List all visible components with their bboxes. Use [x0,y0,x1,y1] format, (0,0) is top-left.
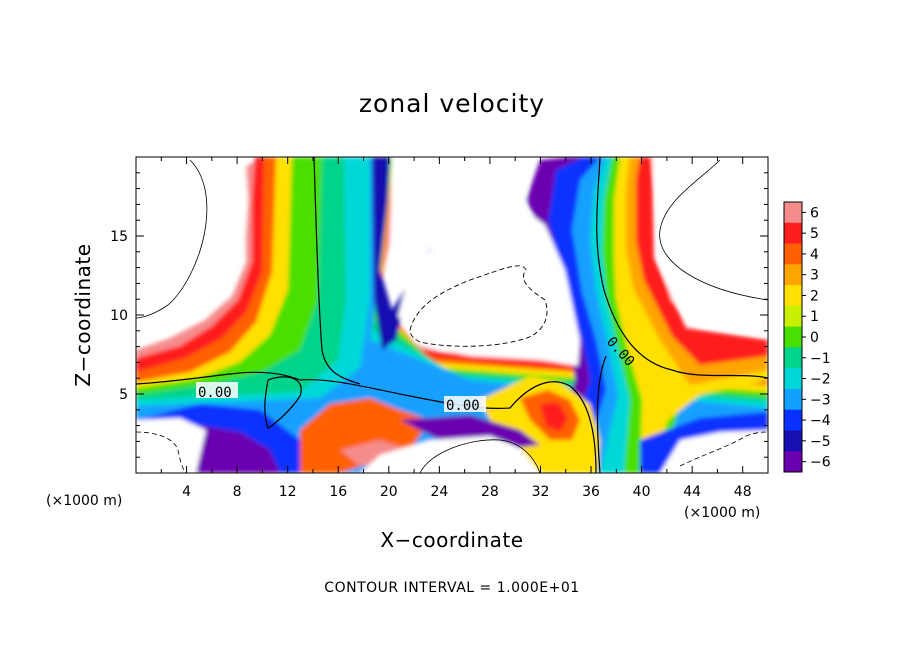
contour-dashed-bottom-right [679,431,768,467]
contour-zero-right [596,157,768,379]
x-tick-label: 8 [233,484,242,500]
colorbar-swatch [784,388,802,411]
x-tick-label: 36 [582,484,600,500]
colorbar-tick-label: 1 [810,309,819,325]
colorbar-tick-label: −2 [810,372,831,388]
x-tick-label: 12 [279,484,297,500]
colorbar-tick-label: −5 [810,434,831,450]
x-unit-label-left: (×1000 m) [46,493,122,509]
colorbar-swatch [784,326,802,348]
colorbar-swatch [784,451,802,473]
colorbar-tick-label: 6 [810,205,819,221]
colorbar-tick-label: 2 [810,288,819,304]
field-right-plume-red [636,157,768,365]
colorbar-swatch [784,430,802,452]
field-bottom-mid-void [360,436,540,473]
colorbar-tick-label: 5 [810,226,819,242]
contour-zero-vertical [313,157,361,385]
colorbar-tick-label: −3 [810,392,831,408]
contour-label-left: 0.00 [198,385,232,401]
field-tendril [372,157,434,350]
contour-label-center: 0.00 [446,398,480,414]
contour-dashed-center [409,265,548,347]
field-lowlevel-red [540,402,568,432]
colorbar-tick-label: 4 [810,247,819,263]
x-tick-label: 28 [481,484,499,500]
y-tick-label: 5 [119,387,128,403]
contour-zero-right-lower [596,355,607,473]
contour-thin-top-right [659,159,768,301]
colorbar-swatch [784,368,802,390]
velocity-field [136,157,768,473]
colorbar-swatch [784,202,802,224]
x-tick-label: 24 [430,484,448,500]
colorbar-swatch [784,243,802,265]
x-tick-label: 4 [182,484,191,500]
field-top-right-void [652,157,768,335]
colorbar-swatch [784,285,802,307]
y-tick-label: 10 [110,308,128,324]
colorbar: 6 5 4 3 2 1 0 −1 −2 −3 −4 −5 −6 [783,201,831,473]
field-right-plume-yellow [614,157,768,473]
contour-interval-note: CONTOUR INTERVAL = 1.000E+01 [324,580,579,596]
colorbar-tick-label: 0 [810,330,819,346]
colorbar-swatch [784,222,802,245]
y-axis-ticks: 5 10 15 [110,172,768,458]
x-tick-label: 20 [380,484,398,500]
colorbar-swatch [784,347,802,369]
x-tick-label: 48 [734,484,752,500]
field-bottom-left-void [136,418,206,473]
x-tick-label: 32 [532,484,550,500]
colorbar-swatch [784,409,802,431]
x-axis-label: X−coordinate [380,528,523,552]
contour-zero-loop [264,376,302,429]
contour-thin-top-left [136,159,208,319]
x-tick-label: 16 [329,484,347,500]
y-tick-label: 15 [110,229,128,245]
x-tick-label: 44 [683,484,701,500]
colorbar-tick-label: −6 [810,455,831,471]
chart-title: zonal velocity [359,89,545,118]
contour-dashed-bottom-left [136,431,187,473]
plot-area: 0.00 0.00 0.00 [136,157,768,473]
field-top-center-void [390,157,580,366]
y-axis-label: Z−coordinate [71,243,95,386]
colorbar-tick-label: −1 [810,351,831,367]
contour-thin-bottom-mid [419,439,541,473]
field-right-plume-orange [626,157,768,385]
x-axis-ticks: 4 8 12 16 20 24 28 32 36 40 44 48 [160,157,752,500]
field-top-left-void [136,157,248,335]
x-unit-label-right: (×1000 m) [684,505,760,521]
colorbar-tick-label: 3 [810,268,819,284]
field-bottom-strip [400,415,540,450]
contour-zero-left [136,371,597,473]
contour-lines [136,157,768,473]
colorbar-tick-label: −4 [810,413,831,429]
x-tick-label: 40 [633,484,651,500]
colorbar-swatch [784,305,802,328]
colorbar-swatch [784,264,802,286]
field-bottom-center-warm [300,398,430,473]
